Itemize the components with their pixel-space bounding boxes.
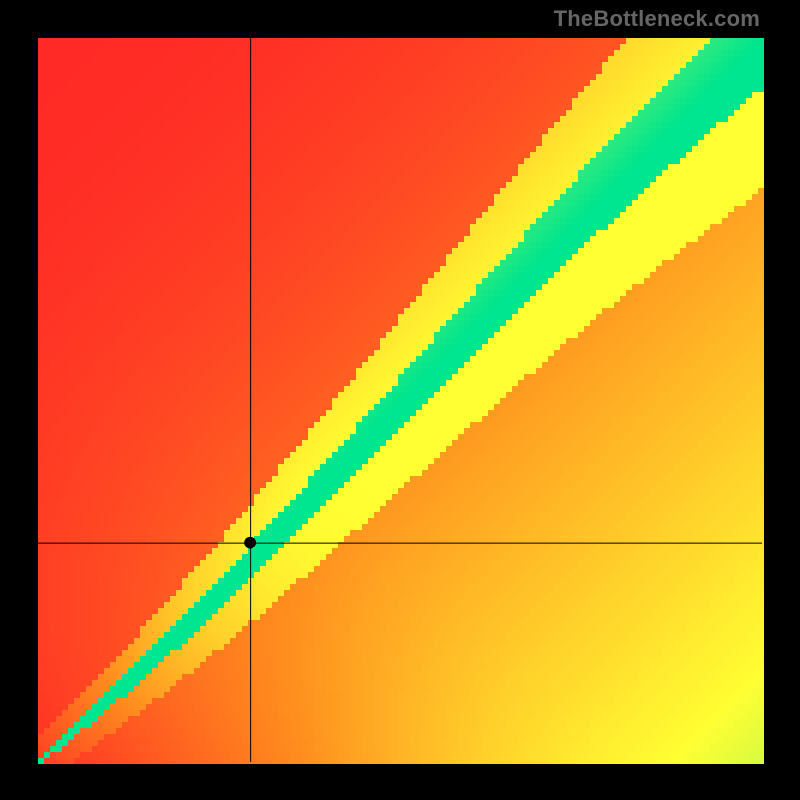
bottleneck-heatmap	[0, 0, 800, 800]
attribution-text: TheBottleneck.com	[554, 6, 760, 32]
chart-container: { "attribution": "TheBottleneck.com", "a…	[0, 0, 800, 800]
